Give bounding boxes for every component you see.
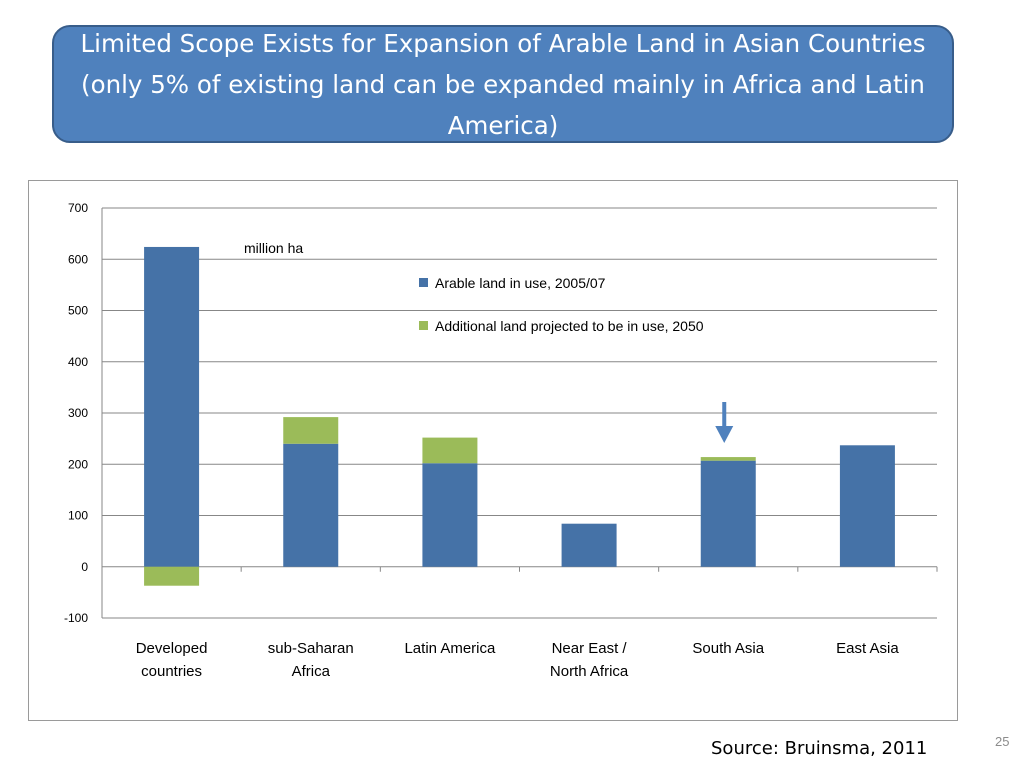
annotation-arrow-head (715, 426, 734, 443)
legend-label: Additional land projected to be in use, … (435, 318, 704, 334)
bar-arable-land (561, 523, 617, 567)
x-category-label: Latin America (404, 640, 496, 657)
y-tick-label: 400 (68, 355, 88, 369)
y-tick-label: 600 (68, 252, 88, 266)
slide-title: Limited Scope Exists for Expansion of Ar… (80, 28, 926, 140)
legend-swatch (419, 321, 428, 330)
bar-arable-land (700, 460, 756, 567)
x-category-label: East Asia (836, 640, 899, 657)
bar-additional-land (283, 417, 339, 444)
page-number: 25 (995, 734, 1010, 749)
x-category-label: Near East / (552, 640, 628, 657)
x-category-label: Africa (292, 663, 331, 680)
bar-arable-land (283, 443, 339, 567)
chart-frame: -100 0 100 200 300 400 500 600 700 Developed count… (28, 180, 958, 721)
y-tick-label: -100 (64, 611, 88, 625)
legend-swatch (419, 278, 428, 287)
x-category-label: South Asia (692, 640, 764, 657)
y-tick-label: 300 (68, 406, 88, 420)
bar-arable-land (422, 463, 478, 567)
y-tick-label: 700 (68, 201, 88, 215)
legend-label: Arable land in use, 2005/07 (435, 275, 606, 291)
source-citation: Source: Bruinsma, 2011 (711, 738, 928, 759)
y-tick-label: 200 (68, 457, 88, 471)
bar-arable-land (144, 246, 200, 567)
x-category-label: Developed (136, 640, 208, 657)
bar-additional-land (144, 566, 200, 586)
slide-title-box: Limited Scope Exists for Expansion of Ar… (52, 25, 954, 143)
x-category-label: sub-Saharan (268, 640, 354, 657)
y-tick-label: 100 (68, 509, 88, 523)
x-category-label: North Africa (550, 663, 629, 680)
y-tick-label: 500 (68, 304, 88, 318)
bar-additional-land (422, 437, 478, 464)
bar-chart: -100 0 100 200 300 400 500 600 700 Developed count… (64, 201, 938, 680)
bar-additional-land (700, 457, 756, 461)
unit-label: million ha (244, 240, 303, 256)
bar-arable-land (839, 445, 895, 567)
x-category-label: countries (141, 663, 202, 680)
y-tick-label: 0 (81, 560, 88, 574)
